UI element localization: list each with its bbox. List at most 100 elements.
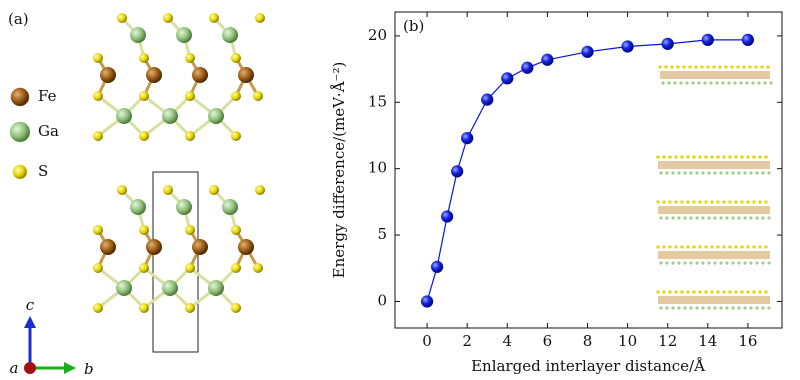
atom [764, 200, 767, 203]
atom [740, 155, 743, 158]
atom [679, 81, 682, 84]
atom [163, 13, 173, 23]
atom [737, 171, 740, 174]
atom [93, 53, 103, 63]
atom [734, 245, 737, 248]
atom [710, 155, 713, 158]
atom [769, 81, 772, 84]
atom [743, 216, 746, 219]
atom [692, 290, 695, 293]
x-tick-label: 14 [698, 332, 717, 350]
atom [231, 303, 241, 313]
inset-structures [656, 65, 772, 309]
atom [665, 306, 668, 309]
atom [707, 171, 710, 174]
atom [704, 155, 707, 158]
atom [185, 53, 195, 63]
atom [704, 200, 707, 203]
atom [100, 67, 116, 83]
atom [222, 199, 238, 215]
atom [139, 91, 149, 101]
atom [139, 225, 149, 235]
atom [752, 155, 755, 158]
atom [731, 261, 734, 264]
atom [683, 306, 686, 309]
legend-marker [10, 122, 30, 142]
arrow-head [24, 316, 36, 328]
atom [749, 171, 752, 174]
y-tick-label: 15 [368, 92, 387, 110]
legend-label: Fe [38, 87, 57, 105]
atom [698, 290, 701, 293]
layer [658, 206, 770, 214]
atom [731, 306, 734, 309]
data-point [441, 210, 453, 222]
y-tick-label: 10 [368, 159, 387, 177]
atom [676, 65, 679, 68]
atom [740, 290, 743, 293]
atom [231, 263, 241, 273]
atom [743, 306, 746, 309]
atom [689, 216, 692, 219]
atom [671, 261, 674, 264]
atom [665, 171, 668, 174]
atom [185, 263, 195, 273]
atom [662, 290, 665, 293]
atom [116, 108, 132, 124]
atom [253, 263, 263, 273]
atom [255, 13, 265, 23]
atom [162, 108, 178, 124]
atom [736, 65, 739, 68]
atom [659, 261, 662, 264]
y-tick-label: 0 [377, 291, 387, 309]
legend-marker [13, 165, 27, 179]
atom [748, 65, 751, 68]
legend: FeGaS [10, 87, 59, 180]
atom [692, 200, 695, 203]
y-tick-label: 20 [368, 26, 387, 44]
atom [731, 171, 734, 174]
atom [740, 200, 743, 203]
atom [209, 185, 219, 195]
atom [722, 155, 725, 158]
atom [728, 290, 731, 293]
atom [231, 91, 241, 101]
data-point [481, 94, 493, 106]
atom [701, 261, 704, 264]
atom [752, 245, 755, 248]
atom [661, 81, 664, 84]
atom [758, 155, 761, 158]
atom [713, 171, 716, 174]
atom [656, 290, 659, 293]
atom [752, 290, 755, 293]
atom [728, 200, 731, 203]
atom [665, 216, 668, 219]
atom [680, 245, 683, 248]
atom [740, 245, 743, 248]
data-point [541, 54, 553, 66]
atom [238, 67, 254, 83]
atom [668, 290, 671, 293]
atom [698, 245, 701, 248]
atom [713, 261, 716, 264]
atom [737, 216, 740, 219]
atom [764, 245, 767, 248]
atom [185, 225, 195, 235]
atom [671, 216, 674, 219]
data-point [501, 72, 513, 84]
atom [739, 81, 742, 84]
atom [117, 185, 127, 195]
atom [686, 200, 689, 203]
atom [209, 13, 219, 23]
atom [659, 171, 662, 174]
atom [767, 261, 770, 264]
x-axis-label: Enlarged interlayer distance/Å [471, 357, 705, 375]
atom [721, 81, 724, 84]
atom [719, 171, 722, 174]
atom [139, 303, 149, 313]
atom [727, 81, 730, 84]
y-tick-label: 5 [377, 225, 387, 243]
atom [734, 290, 737, 293]
atom [93, 263, 103, 273]
atom [692, 245, 695, 248]
